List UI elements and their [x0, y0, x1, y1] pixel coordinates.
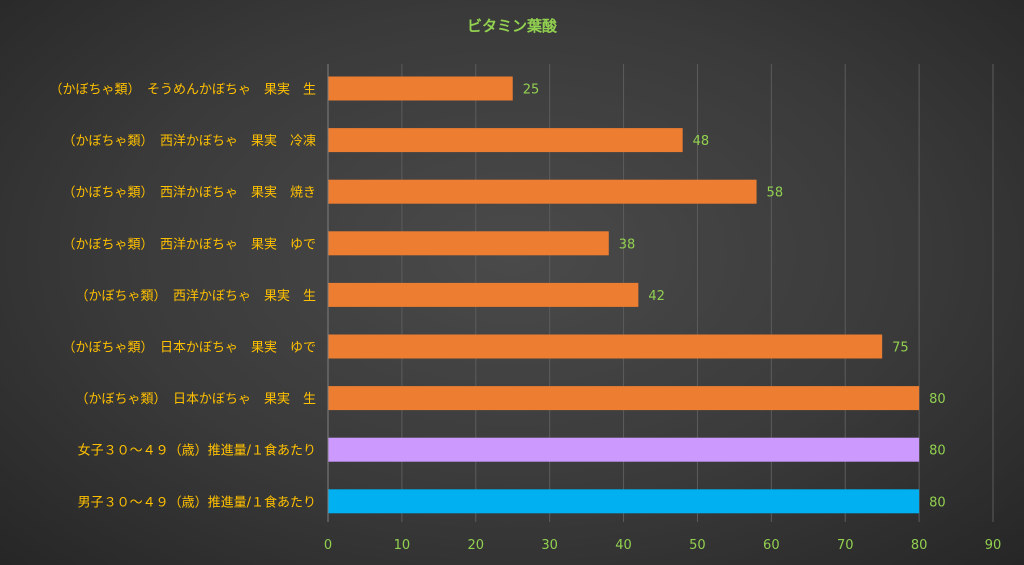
x-tick-label: 20 — [468, 538, 485, 553]
data-label: 48 — [693, 134, 710, 149]
bar — [328, 282, 639, 307]
data-label: 25 — [523, 83, 540, 98]
data-label: 38 — [619, 237, 636, 252]
category-label: （かぼちゃ類） 西洋かぼちゃ 果実 焼き — [62, 185, 316, 201]
data-label: 75 — [892, 341, 909, 356]
x-tick-label: 90 — [985, 538, 1002, 553]
bar — [328, 489, 920, 514]
bar — [328, 179, 757, 204]
chart-title: ビタミン葉酸 — [467, 17, 558, 35]
x-tick-label: 40 — [615, 538, 632, 553]
x-tick-label: 70 — [837, 538, 854, 553]
x-tick-label: 60 — [763, 538, 780, 553]
data-label: 80 — [929, 495, 946, 510]
data-label: 80 — [929, 392, 946, 407]
bar — [328, 386, 920, 411]
category-label: （かぼちゃ類） 日本かぼちゃ 果実 ゆで — [62, 340, 316, 356]
x-tick-label: 30 — [541, 538, 558, 553]
bar — [328, 334, 883, 359]
x-tick-label: 50 — [689, 538, 706, 553]
category-label: （かぼちゃ類） 西洋かぼちゃ 果実 生 — [75, 288, 316, 304]
category-label: （かぼちゃ類） そうめんかぼちゃ 果実 生 — [49, 82, 316, 98]
category-label: （かぼちゃ類） 西洋かぼちゃ 果実 ゆで — [62, 236, 316, 252]
data-label: 58 — [767, 186, 784, 201]
bar — [328, 76, 513, 101]
data-label: 42 — [648, 289, 665, 304]
x-tick-label: 80 — [911, 538, 928, 553]
category-label: （かぼちゃ類） 西洋かぼちゃ 果実 冷凍 — [62, 133, 316, 149]
x-tick-label: 0 — [324, 538, 332, 553]
category-label: 男子３０～４９（歳）推進量/１食あたり — [78, 494, 316, 510]
category-label: （かぼちゃ類） 日本かぼちゃ 果実 生 — [75, 391, 316, 407]
bar — [328, 128, 683, 153]
labels: 0 10 20 30 40 50 60 70 80 90 （かぼちゃ類） そうめんかぼちゃ 果実 生… — [49, 82, 1001, 554]
x-tick-label: 10 — [394, 538, 411, 553]
bars — [328, 76, 920, 514]
category-label: 女子３０～４９（歳）推進量/１食あたり — [78, 443, 316, 459]
bar — [328, 437, 920, 462]
bar — [328, 231, 609, 256]
data-label: 80 — [929, 444, 946, 459]
